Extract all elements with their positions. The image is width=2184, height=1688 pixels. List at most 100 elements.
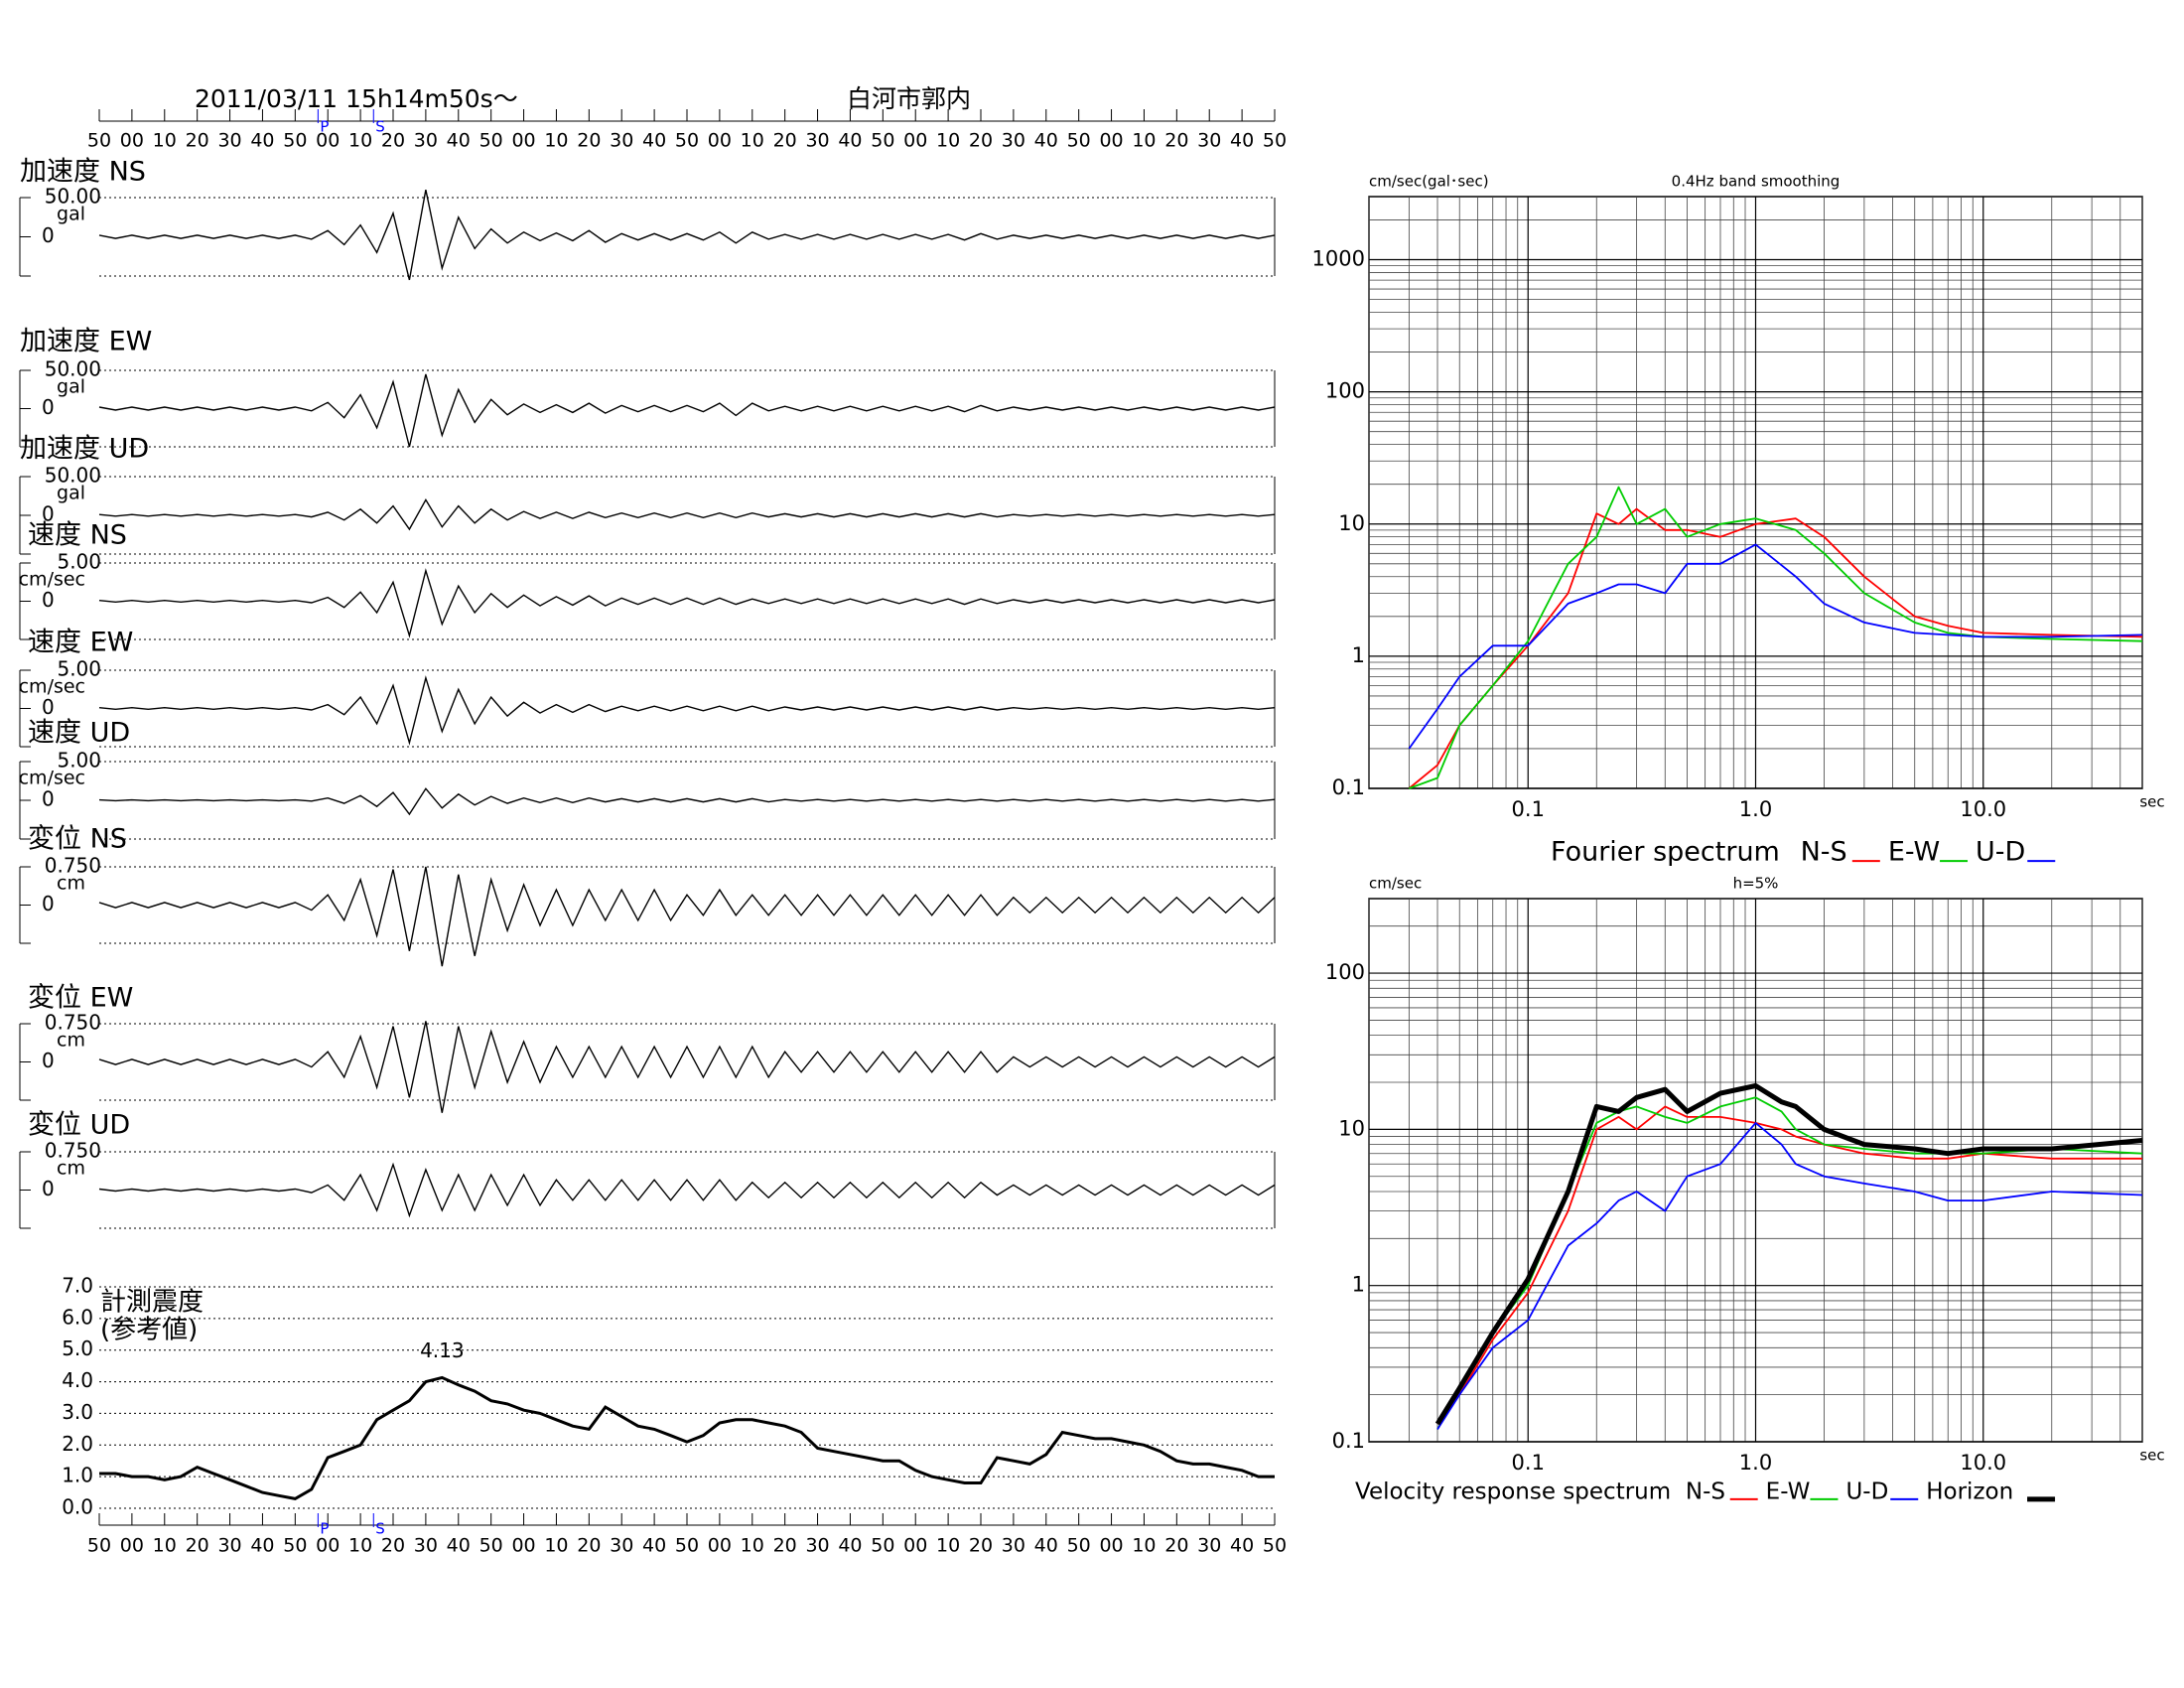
time-tick-label: 40 [838, 1535, 862, 1557]
zero-label: 0 [42, 588, 55, 612]
time-tick-label: 30 [217, 1535, 241, 1557]
time-tick-label: 20 [186, 130, 209, 152]
time-tick-label: 30 [1002, 130, 1025, 152]
y-tick-label: 10 [1338, 511, 1365, 535]
legend-label: U-D [1845, 1479, 1888, 1505]
time-tick-label: 00 [511, 130, 535, 152]
time-tick-label: 50 [1263, 1535, 1287, 1557]
time-tick-label: 10 [1132, 130, 1156, 152]
time-tick-label: 10 [348, 1535, 372, 1557]
zero-label: 0 [42, 787, 55, 811]
scale-label: 5.00 [57, 550, 101, 574]
phase-label: P [320, 1520, 329, 1538]
time-tick-label: 00 [120, 1535, 144, 1557]
time-tick-label: 10 [741, 1535, 764, 1557]
x-tick-label: 1.0 [1739, 797, 1772, 821]
phase-label: S [375, 1520, 385, 1538]
intensity-sublabel: (参考値) [100, 1316, 198, 1345]
y-tick-label: 100 [1325, 960, 1365, 984]
time-tick-label: 40 [642, 1535, 666, 1557]
time-tick-label: 30 [610, 1535, 633, 1557]
unit-label: cm [57, 873, 85, 895]
unit-label: cm [57, 1158, 85, 1180]
scale-label: 5.00 [57, 749, 101, 773]
zero-label: 0 [42, 502, 55, 526]
time-tick-label: 30 [805, 130, 829, 152]
time-tick-label: 10 [153, 1535, 177, 1557]
time-tick-label: 50 [87, 130, 111, 152]
time-tick-label: 00 [1099, 1535, 1123, 1557]
trace-label: 速度 NS [28, 520, 127, 551]
scale-label: 50.00 [45, 464, 101, 488]
intensity-line [99, 1375, 1275, 1500]
time-tick-label: 20 [773, 1535, 797, 1557]
time-tick-label: 10 [936, 130, 960, 152]
time-tick-label: 20 [969, 130, 993, 152]
y-tick-label: 7.0 [62, 1274, 93, 1298]
time-tick-label: 30 [414, 130, 438, 152]
legend-label: E-W [1766, 1479, 1811, 1505]
time-tick-label: 20 [577, 130, 601, 152]
y-tick-label: 100 [1325, 379, 1365, 403]
time-tick-label: 30 [217, 130, 241, 152]
time-tick-label: 10 [544, 1535, 568, 1557]
y-tick-label: 1000 [1312, 247, 1365, 271]
time-tick-label: 20 [969, 1535, 993, 1557]
waveform [98, 787, 1276, 816]
y-tick-label: 6.0 [62, 1305, 93, 1329]
x-tick-label: 0.1 [1512, 1451, 1545, 1475]
scale-label: 0.750 [45, 854, 101, 878]
time-tick-label: 40 [1034, 1535, 1058, 1557]
date-title: 2011/03/11 15h14m50s〜 [195, 84, 518, 113]
scale-label: 50.00 [45, 185, 101, 209]
scale-label: 50.00 [45, 357, 101, 381]
time-tick-label: 20 [186, 1535, 209, 1557]
legend-label: U-D [1976, 837, 2025, 868]
legend-label: N-S [1686, 1479, 1725, 1505]
zero-label: 0 [42, 1049, 55, 1072]
caption: Fourier spectrum [1551, 837, 1780, 868]
time-tick-label: 20 [773, 130, 797, 152]
time-tick-label: 20 [381, 1535, 405, 1557]
unit-label: gal [57, 483, 85, 504]
time-tick-label: 50 [479, 130, 503, 152]
y-tick-label: 3.0 [62, 1400, 93, 1424]
y-tick-label: 5.0 [62, 1336, 93, 1360]
scale-label: 0.750 [45, 1139, 101, 1163]
waveform [98, 675, 1276, 746]
trace-label: 速度 UD [28, 718, 130, 749]
y-tick-label: 0.1 [1332, 1429, 1365, 1453]
unit-label: cm/sec [19, 676, 85, 698]
y-axis-label: cm/sec [1369, 875, 1422, 893]
time-tick-label: 40 [642, 130, 666, 152]
time-tick-label: 20 [577, 1535, 601, 1557]
time-tick-label: 30 [1002, 1535, 1025, 1557]
time-tick-label: 20 [1164, 130, 1188, 152]
time-tick-label: 20 [381, 130, 405, 152]
x-axis-label: sec [2139, 1447, 2164, 1465]
time-tick-label: 00 [1099, 130, 1123, 152]
x-tick-label: 10.0 [1960, 797, 2006, 821]
y-tick-label: 0.1 [1332, 775, 1365, 799]
time-tick-label: 10 [936, 1535, 960, 1557]
series-line [1409, 486, 2143, 789]
zero-label: 0 [42, 695, 55, 719]
time-tick-label: 40 [447, 130, 471, 152]
time-tick-label: 50 [871, 130, 894, 152]
time-tick-label: 00 [903, 1535, 927, 1557]
legend-label: Horizon [1926, 1479, 2013, 1505]
waveform [98, 498, 1276, 531]
trace-label: 加速度 EW [20, 327, 152, 357]
y-tick-label: 10 [1338, 1116, 1365, 1140]
phase-label: P [320, 118, 329, 136]
time-tick-label: 40 [447, 1535, 471, 1557]
series-line [1436, 1105, 2142, 1425]
waveform [98, 189, 1276, 281]
time-tick-label: 10 [348, 130, 372, 152]
x-tick-label: 0.1 [1512, 797, 1545, 821]
time-tick-label: 50 [87, 1535, 111, 1557]
trace-label: 速度 EW [28, 628, 133, 658]
time-tick-label: 10 [1132, 1535, 1156, 1557]
time-tick-label: 00 [903, 130, 927, 152]
